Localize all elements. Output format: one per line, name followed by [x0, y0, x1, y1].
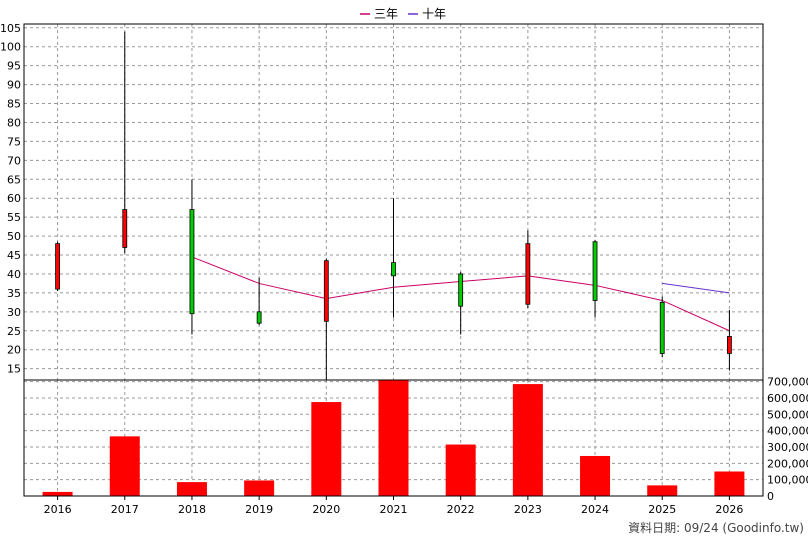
volume-tick-label: 300,000 [767, 441, 808, 454]
volume-tick-label: 600,000 [767, 392, 808, 405]
price-tick-label: 50 [7, 230, 21, 243]
candle [55, 241, 60, 291]
x-tick-label: 2025 [648, 503, 676, 516]
price-tick-label: 45 [7, 249, 21, 262]
volume-axis: 0 100,000 200,000 300,000 400,000 500,000 600,… [767, 376, 808, 503]
candle-body [256, 311, 262, 324]
candle [323, 258, 329, 380]
price-tick-label: 40 [7, 268, 21, 281]
price-tick-label: 20 [7, 344, 21, 357]
candle-body [391, 262, 396, 277]
volume-bars [42, 380, 745, 496]
price-tick-label: 105 [0, 22, 21, 35]
price-tick-label: 80 [7, 116, 21, 129]
candle-body [525, 243, 531, 305]
candle [592, 239, 598, 318]
volume-bar [647, 485, 678, 496]
candle [727, 309, 732, 371]
x-tick-label: 2026 [715, 503, 743, 516]
candle-body [458, 273, 464, 307]
candles [55, 31, 732, 380]
x-tick-label: 2021 [380, 503, 408, 516]
volume-tick-label: 400,000 [767, 425, 808, 438]
volume-bar [445, 444, 476, 496]
price-tick-label: 60 [7, 192, 21, 205]
candle [256, 277, 262, 326]
candle [189, 179, 195, 335]
price-tick-label: 70 [7, 154, 21, 167]
candle-body [323, 260, 329, 322]
x-tick-label: 2022 [447, 503, 475, 516]
price-panel: 15 20 25 30 35 40 45 50 55 60 65 70 75 80 85 90 95 100 105 [0, 22, 764, 381]
volume-bar [378, 380, 409, 496]
price-tick-label: 90 [7, 79, 21, 92]
x-axis: 2016 2017 2018 2019 2020 2021 2022 2023 2024 2025… [44, 496, 743, 516]
candle-body [592, 241, 598, 301]
x-tick-label: 2018 [178, 503, 206, 516]
volume-tick-label: 700,000 [767, 376, 808, 389]
x-tick-label: 2023 [514, 503, 542, 516]
volume-tick-label: 100,000 [767, 474, 808, 487]
candle-body [659, 301, 665, 354]
volume-bar [244, 480, 275, 496]
x-tick-label: 2024 [581, 503, 609, 516]
legend: 三年 十年 [360, 7, 446, 21]
candle [525, 230, 531, 309]
x-tick-label: 2017 [111, 503, 139, 516]
candle [458, 272, 464, 335]
candle [122, 31, 128, 254]
volume-bar [311, 402, 342, 496]
volume-bar [714, 471, 745, 496]
price-tick-label: 95 [7, 60, 21, 73]
volume-bar [176, 482, 207, 496]
price-tick-label: 15 [7, 363, 21, 376]
volume-bar [109, 436, 140, 496]
volume-tick-label: 0 [767, 490, 774, 503]
candle-body [189, 209, 195, 315]
price-tick-label: 75 [7, 135, 21, 148]
footer-source: 資料日期: 09/24 (Goodinfo.tw) [628, 521, 804, 535]
candle [659, 296, 665, 358]
volume-bar [42, 491, 73, 496]
candle-body [727, 336, 732, 354]
candle-body [122, 209, 128, 248]
price-axis: 15 20 25 30 35 40 45 50 55 60 65 70 75 80 85 90 95 100 105 [0, 22, 21, 376]
price-tick-label: 35 [7, 287, 21, 300]
price-tick-label: 100 [0, 41, 21, 54]
x-tick-label: 2019 [245, 503, 273, 516]
price-tick-label: 25 [7, 325, 21, 338]
candle [391, 198, 396, 318]
ma-line-10yr [662, 282, 730, 294]
volume-bar [580, 455, 611, 496]
volume-panel: 0 100,000 200,000 300,000 400,000 500,000 600,… [23, 376, 808, 503]
price-tick-label: 65 [7, 173, 21, 186]
x-tick-label: 2016 [44, 503, 72, 516]
legend-label: 三年 [374, 7, 398, 21]
candle-body [55, 243, 60, 290]
x-tick-label: 2020 [312, 503, 340, 516]
price-tick-label: 55 [7, 211, 21, 224]
volume-bar [512, 384, 543, 496]
price-tick-label: 85 [7, 98, 21, 111]
volume-tick-label: 500,000 [767, 408, 808, 421]
legend-label: 十年 [422, 7, 446, 21]
price-tick-label: 30 [7, 306, 21, 319]
volume-tick-label: 200,000 [767, 457, 808, 470]
